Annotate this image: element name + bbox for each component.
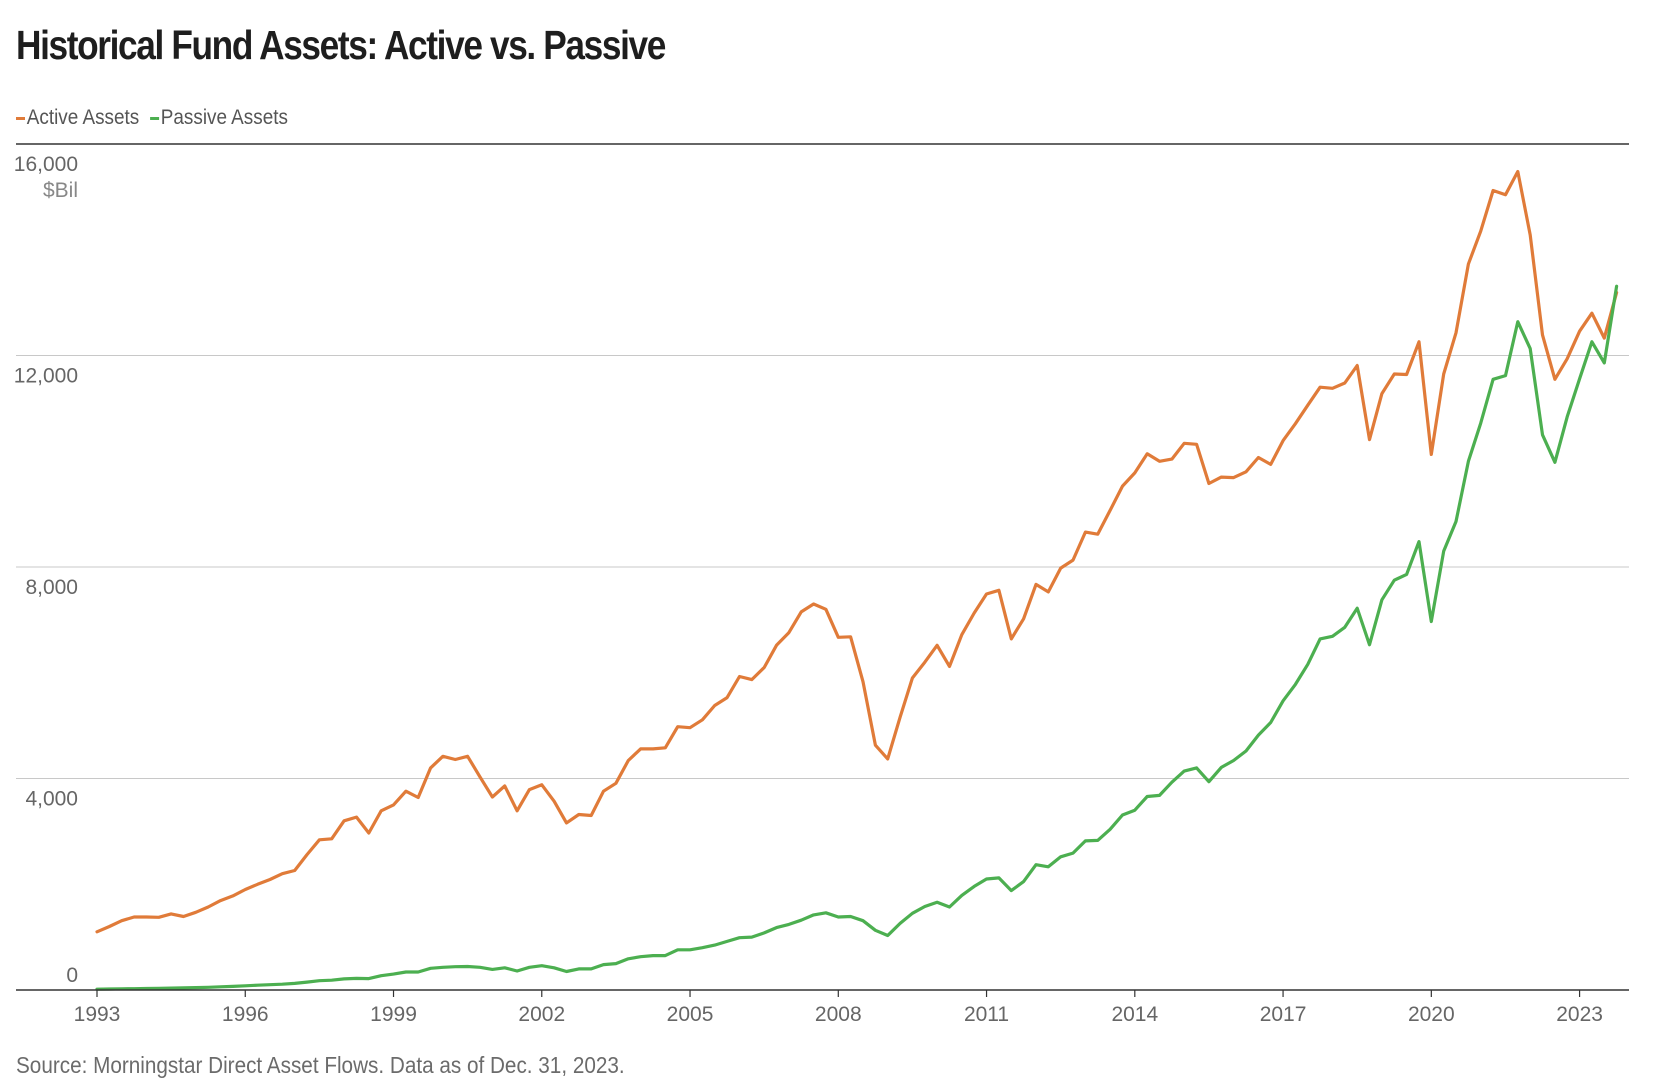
legend-label-active: Active Assets bbox=[26, 106, 140, 129]
x-tick-label: 1999 bbox=[370, 1003, 417, 1026]
x-tick-label: 1993 bbox=[74, 1003, 121, 1026]
y-tick-label: 16,000 bbox=[14, 153, 78, 176]
y-tick-label: 12,000 bbox=[14, 365, 78, 388]
x-tick-label: 2020 bbox=[1408, 1003, 1455, 1026]
y-tick-label: 4,000 bbox=[25, 788, 78, 811]
y-tick-label: 0 bbox=[66, 964, 78, 987]
series-line-passive bbox=[95, 284, 1619, 991]
legend-swatch-passive bbox=[150, 116, 160, 120]
legend: Active Assets Passive Assets bbox=[16, 106, 299, 130]
x-tick-label: 2023 bbox=[1556, 1003, 1603, 1026]
x-tick-label: 1996 bbox=[222, 1003, 269, 1026]
x-tick-label: 2005 bbox=[667, 1003, 714, 1026]
y-unit-label: $Bil bbox=[43, 179, 78, 202]
legend-swatch-active bbox=[16, 116, 25, 120]
legend-item-passive: Passive Assets bbox=[150, 106, 288, 130]
legend-item-active: Active Assets bbox=[16, 106, 139, 130]
chart-title: Historical Fund Assets: Active vs. Passi… bbox=[16, 22, 666, 68]
x-tick-label: 2002 bbox=[518, 1003, 565, 1026]
legend-label-passive: Passive Assets bbox=[160, 106, 288, 129]
line-chart: 0 4,000 8,000 12,000 16,000 $Bil 1993 1996 1999 2… bbox=[14, 143, 1629, 1026]
source-note: Source: Morningstar Direct Asset Flows. … bbox=[16, 1052, 625, 1078]
x-tick-label: 2014 bbox=[1111, 1003, 1158, 1026]
series-line-active bbox=[95, 169, 1619, 934]
x-tick-label: 2008 bbox=[815, 1003, 862, 1026]
y-tick-label: 8,000 bbox=[25, 576, 78, 599]
x-tick-label: 2011 bbox=[964, 1003, 1009, 1026]
x-tick-label: 2017 bbox=[1260, 1003, 1307, 1026]
